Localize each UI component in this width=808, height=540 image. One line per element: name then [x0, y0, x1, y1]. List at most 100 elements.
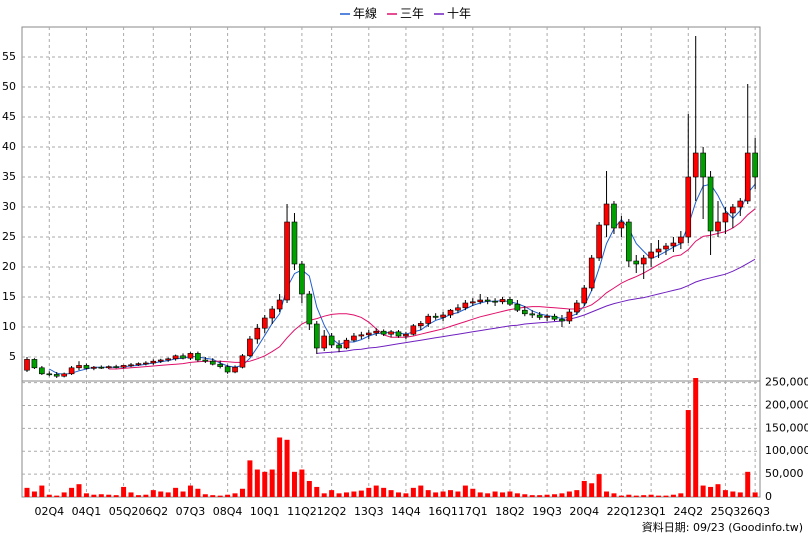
volume-bar [306, 480, 312, 497]
candle-body [417, 323, 424, 327]
x-tick-label: 07Q3 [176, 505, 206, 518]
volume-bar [343, 492, 349, 497]
volume-bar [708, 486, 714, 497]
volume-bar [410, 487, 416, 497]
volume-bar [195, 488, 201, 497]
x-tick-label: 12Q2 [317, 505, 347, 518]
candle-body [128, 364, 134, 367]
volume-bar [737, 492, 743, 497]
candle-body [455, 307, 461, 311]
candle-body [499, 299, 506, 303]
volume-bar [403, 493, 409, 497]
candle-body [39, 367, 45, 375]
candle-body [655, 248, 662, 253]
volume-bar [299, 469, 305, 497]
volume-bar [715, 484, 721, 497]
volume-bar [69, 487, 75, 497]
y-tick-label: 45 [2, 110, 16, 123]
volume-bar [321, 493, 327, 497]
candle-body [611, 203, 617, 229]
volume-bar [722, 490, 728, 497]
volume-bar [693, 378, 699, 497]
candle-body [373, 330, 380, 334]
volume-bar [247, 460, 253, 497]
candle-body [551, 315, 558, 320]
x-tick-label: 13Q3 [354, 505, 384, 518]
candle-body [752, 152, 758, 178]
volume-bar [440, 491, 446, 497]
candle-body [388, 331, 394, 335]
candle-body [284, 221, 290, 301]
candle-body [239, 355, 246, 368]
candle-body [276, 299, 283, 310]
x-tick-label: 11Q2 [287, 505, 317, 518]
footer: 資料日期: 09/23 (Goodinfo.tw) [642, 520, 803, 534]
volume-bar [187, 485, 193, 497]
x-tick-label: 05Q2 [109, 505, 139, 518]
legend-label: 三年 [400, 7, 424, 21]
x-tick-label: 26Q3 [740, 505, 770, 518]
candle-body [195, 353, 201, 361]
volume-bar [39, 485, 45, 497]
volume-bar [358, 490, 364, 497]
volume-bar [262, 471, 268, 497]
volume-bar [559, 493, 565, 497]
y2-tick-label: 0 [765, 490, 772, 503]
candle-body [395, 331, 402, 337]
volume-bar [143, 494, 149, 497]
candle-body [640, 257, 647, 265]
candle-body [648, 251, 654, 259]
candle-body [536, 314, 543, 318]
volume-bar [165, 492, 171, 497]
y-tick-label: 35 [2, 170, 16, 183]
volume-bar [314, 486, 320, 497]
candle-body [313, 323, 320, 349]
candle-body [670, 242, 677, 247]
volume-bar [336, 493, 342, 497]
y-tick-label: 40 [2, 140, 16, 153]
volume-bar [254, 469, 260, 497]
candle-body [566, 311, 573, 322]
candle-body [663, 245, 669, 250]
volume-bar [61, 492, 67, 497]
volume-bar [31, 491, 37, 497]
candle-body [477, 299, 484, 303]
volume-bar [113, 495, 119, 497]
candle-body [224, 366, 231, 373]
legend-label: 年線 [353, 6, 377, 21]
volume-bar [180, 491, 186, 497]
volume-bar [158, 491, 164, 497]
volume-bar [366, 487, 372, 497]
volume-bar [752, 492, 758, 497]
candle-body [507, 299, 513, 305]
volume-bar [121, 486, 127, 497]
candle-body [440, 314, 446, 318]
volume-bar [396, 492, 401, 497]
volume-bar [648, 494, 654, 497]
volume-bar [611, 493, 617, 497]
y-tick-label: 25 [2, 230, 16, 243]
volume-bar [618, 495, 624, 497]
plot-frame [21, 26, 761, 498]
volume-bar [544, 494, 550, 497]
x-tick-label: 02Q4 [34, 505, 64, 518]
volume-bar [106, 494, 112, 497]
candle-body [380, 330, 387, 335]
volume-bar [522, 494, 528, 497]
candle-body [254, 327, 261, 340]
candle-body [403, 333, 409, 337]
x-tick-label: 22Q1 [607, 505, 637, 518]
candle-body [447, 309, 454, 316]
candle-body [172, 355, 179, 360]
candle-body [529, 313, 536, 316]
volume-bar [277, 437, 283, 497]
volume-bar [745, 471, 751, 497]
volume-bar [381, 487, 387, 497]
y2-tick-label: 250,000 [765, 376, 808, 389]
volume-bar [589, 483, 595, 497]
volume-bar [24, 487, 30, 497]
candle-body [544, 315, 550, 318]
candle-body [618, 221, 625, 229]
candle-body [596, 224, 602, 259]
volume-bar [269, 469, 275, 497]
